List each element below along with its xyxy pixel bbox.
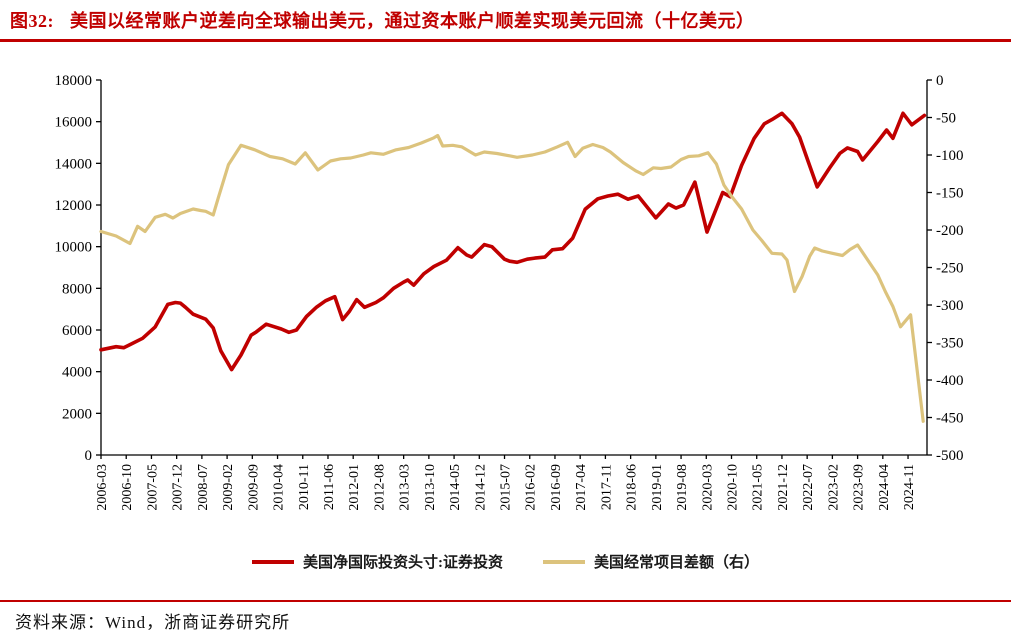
- svg-text:-100: -100: [936, 148, 964, 164]
- svg-text:2014-12: 2014-12: [473, 464, 488, 511]
- svg-text:-300: -300: [936, 298, 964, 314]
- svg-text:6000: 6000: [62, 323, 92, 339]
- svg-text:-450: -450: [936, 411, 964, 427]
- svg-text:4000: 4000: [62, 365, 92, 381]
- figure-number: 图32:: [10, 11, 54, 31]
- svg-text:16000: 16000: [55, 115, 93, 131]
- line-chart: 18000 16000 14000 12000 10000 8000 6000 4000 200…: [55, 73, 964, 511]
- svg-text:18000: 18000: [55, 73, 93, 89]
- svg-text:-250: -250: [936, 261, 964, 277]
- svg-text:2007-12: 2007-12: [171, 464, 186, 511]
- svg-text:2019-08: 2019-08: [675, 464, 690, 511]
- svg-text:0: 0: [936, 73, 944, 89]
- svg-text:2012-01: 2012-01: [347, 464, 362, 511]
- svg-text:2008-07: 2008-07: [196, 464, 211, 511]
- svg-text:2023-02: 2023-02: [826, 464, 841, 511]
- svg-text:2009-09: 2009-09: [246, 464, 261, 511]
- svg-text:2009-02: 2009-02: [221, 464, 236, 511]
- left-axis-labels: 18000 16000 14000 12000 10000 8000 6000 4000 200…: [55, 73, 101, 464]
- svg-text:2017-11: 2017-11: [599, 464, 614, 510]
- svg-text:2015-07: 2015-07: [499, 464, 514, 511]
- svg-text:2021-12: 2021-12: [776, 464, 791, 511]
- svg-text:2010-11: 2010-11: [297, 464, 312, 510]
- title-divider: [0, 39, 1011, 42]
- svg-text:8000: 8000: [62, 281, 92, 297]
- legend-label-tan: 美国经常项目差额（右）: [593, 555, 759, 571]
- svg-text:2006-03: 2006-03: [95, 464, 110, 511]
- svg-text:2006-10: 2006-10: [120, 464, 135, 511]
- red-line-swatch: [251, 559, 294, 564]
- figure-title-text: 美国以经常账户逆差向全球输出美元，通过资本账户顺差实现美元回流（十亿美元）: [70, 11, 755, 31]
- source-note: 资料来源：Wind，浙商证券研究所: [15, 613, 291, 632]
- svg-text:2016-02: 2016-02: [524, 464, 539, 511]
- svg-text:2013-03: 2013-03: [398, 464, 413, 511]
- svg-text:2012-08: 2012-08: [372, 464, 387, 511]
- svg-text:10000: 10000: [55, 240, 93, 256]
- svg-text:2017-04: 2017-04: [574, 464, 589, 511]
- right-axis-labels: 0 -50 -100 -150 -200 -250 -300 -350 -400 -450 -500: [927, 73, 964, 464]
- series-line-0: [99, 111, 927, 372]
- footer-divider: [0, 600, 1011, 602]
- svg-text:2021-05: 2021-05: [751, 464, 766, 511]
- svg-text:12000: 12000: [55, 198, 93, 214]
- svg-text:2010-04: 2010-04: [272, 464, 287, 511]
- svg-text:2007-05: 2007-05: [145, 464, 160, 511]
- svg-text:2014-05: 2014-05: [448, 464, 463, 511]
- svg-text:2011-06: 2011-06: [322, 464, 337, 510]
- axes: [100, 80, 928, 456]
- svg-text:2024-04: 2024-04: [877, 464, 892, 511]
- legend: 美国净国际投资头寸:证券投资 美国经常项目差额（右）: [0, 551, 1011, 572]
- svg-text:-50: -50: [936, 111, 956, 127]
- legend-label-red: 美国净国际投资头寸:证券投资: [302, 555, 503, 571]
- svg-text:2022-07: 2022-07: [801, 464, 816, 511]
- svg-text:2016-09: 2016-09: [549, 464, 564, 511]
- svg-text:-500: -500: [936, 448, 964, 464]
- legend-item-tan: 美国经常项目差额（右）: [542, 551, 759, 572]
- page-title: 图32: 美国以经常账户逆差向全球输出美元，通过资本账户顺差实现美元回流（十亿美元…: [10, 7, 755, 33]
- svg-text:-400: -400: [936, 373, 964, 389]
- svg-text:-350: -350: [936, 336, 964, 352]
- svg-text:2023-09: 2023-09: [852, 464, 867, 511]
- svg-text:2013-10: 2013-10: [423, 464, 438, 511]
- legend-item-red: 美国净国际投资头寸:证券投资: [251, 551, 503, 572]
- svg-text:2024-11: 2024-11: [902, 464, 917, 510]
- svg-text:2020-10: 2020-10: [726, 464, 741, 511]
- svg-text:-200: -200: [936, 223, 964, 239]
- x-axis-labels: 2006-03 2006-10 2007-05 2007-12 2008-07 2009-…: [95, 455, 917, 511]
- tan-line-swatch: [542, 559, 585, 564]
- svg-text:2019-01: 2019-01: [650, 464, 665, 511]
- svg-text:0: 0: [85, 448, 93, 464]
- svg-text:2018-06: 2018-06: [625, 464, 640, 511]
- svg-text:2020-03: 2020-03: [700, 464, 715, 511]
- svg-text:2000: 2000: [62, 406, 92, 422]
- svg-text:-150: -150: [936, 186, 964, 202]
- chart-area: 18000 16000 14000 12000 10000 8000 6000 4000 200…: [0, 55, 1011, 540]
- svg-text:14000: 14000: [55, 156, 93, 172]
- series-line-1: [99, 133, 925, 423]
